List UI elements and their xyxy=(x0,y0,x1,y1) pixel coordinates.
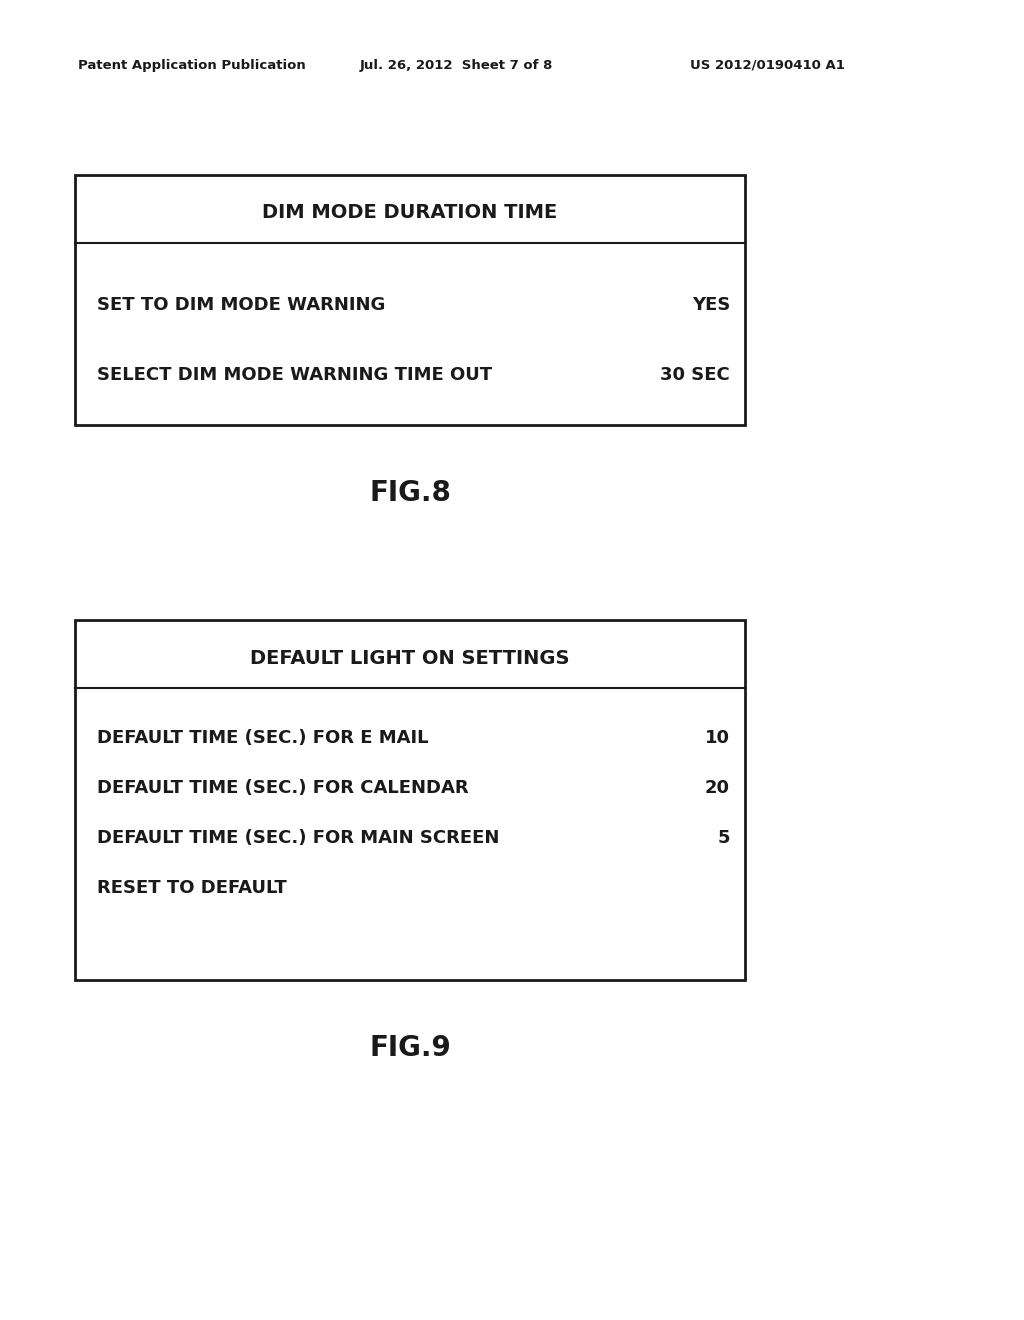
Bar xyxy=(75,176,745,425)
Text: 20: 20 xyxy=(705,779,730,797)
Text: DEFAULT LIGHT ON SETTINGS: DEFAULT LIGHT ON SETTINGS xyxy=(250,648,569,668)
Text: Jul. 26, 2012  Sheet 7 of 8: Jul. 26, 2012 Sheet 7 of 8 xyxy=(360,58,553,71)
Text: 10: 10 xyxy=(705,729,730,747)
Text: FIG.8: FIG.8 xyxy=(369,479,451,507)
Text: YES: YES xyxy=(691,296,730,314)
Text: RESET TO DEFAULT: RESET TO DEFAULT xyxy=(97,879,287,898)
Text: Patent Application Publication: Patent Application Publication xyxy=(78,58,306,71)
Bar xyxy=(75,620,745,979)
Text: DEFAULT TIME (SEC.) FOR E MAIL: DEFAULT TIME (SEC.) FOR E MAIL xyxy=(97,729,428,747)
Text: SET TO DIM MODE WARNING: SET TO DIM MODE WARNING xyxy=(97,296,385,314)
Text: FIG.9: FIG.9 xyxy=(369,1034,451,1063)
Text: 30 SEC: 30 SEC xyxy=(660,366,730,384)
Text: DEFAULT TIME (SEC.) FOR MAIN SCREEN: DEFAULT TIME (SEC.) FOR MAIN SCREEN xyxy=(97,829,500,847)
Text: 5: 5 xyxy=(718,829,730,847)
Text: DIM MODE DURATION TIME: DIM MODE DURATION TIME xyxy=(262,203,558,223)
Text: SELECT DIM MODE WARNING TIME OUT: SELECT DIM MODE WARNING TIME OUT xyxy=(97,366,493,384)
Text: US 2012/0190410 A1: US 2012/0190410 A1 xyxy=(690,58,845,71)
Text: DEFAULT TIME (SEC.) FOR CALENDAR: DEFAULT TIME (SEC.) FOR CALENDAR xyxy=(97,779,469,797)
